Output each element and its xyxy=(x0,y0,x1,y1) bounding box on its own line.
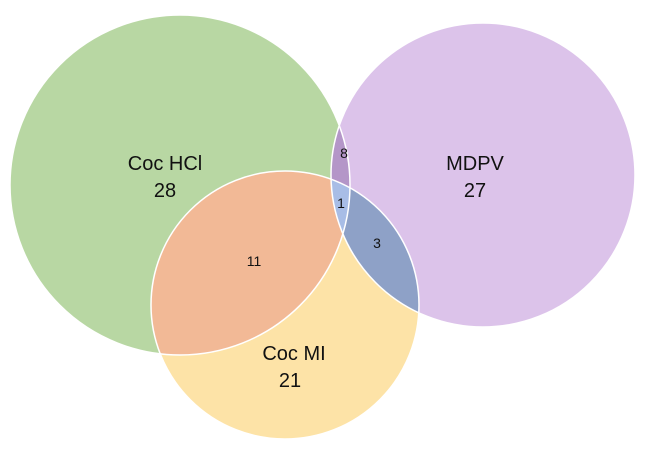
coc-mi-outline xyxy=(150,170,420,440)
coc-hcl-coc-mi-count: 11 xyxy=(247,253,262,269)
mdpv-coc-mi-overlap xyxy=(331,171,419,327)
coc-hcl-count: 28 xyxy=(154,180,176,202)
coc-hcl-label: Coc HCl xyxy=(128,153,202,175)
all-three-count: 1 xyxy=(337,195,345,211)
coc-mi-count: 21 xyxy=(279,370,301,392)
mdpv-coc-mi-count: 3 xyxy=(373,235,381,251)
coc-mi-label: Coc MI xyxy=(262,343,325,365)
coc-hcl-mdpv-count: 8 xyxy=(340,145,348,161)
coc-hcl-coc-mi-overlap xyxy=(151,171,350,355)
mdpv-label: MDPV xyxy=(446,153,504,175)
coc-hcl-outline xyxy=(9,14,351,356)
mdpv-outline xyxy=(330,22,636,328)
mdpv-count: 27 xyxy=(464,180,486,202)
